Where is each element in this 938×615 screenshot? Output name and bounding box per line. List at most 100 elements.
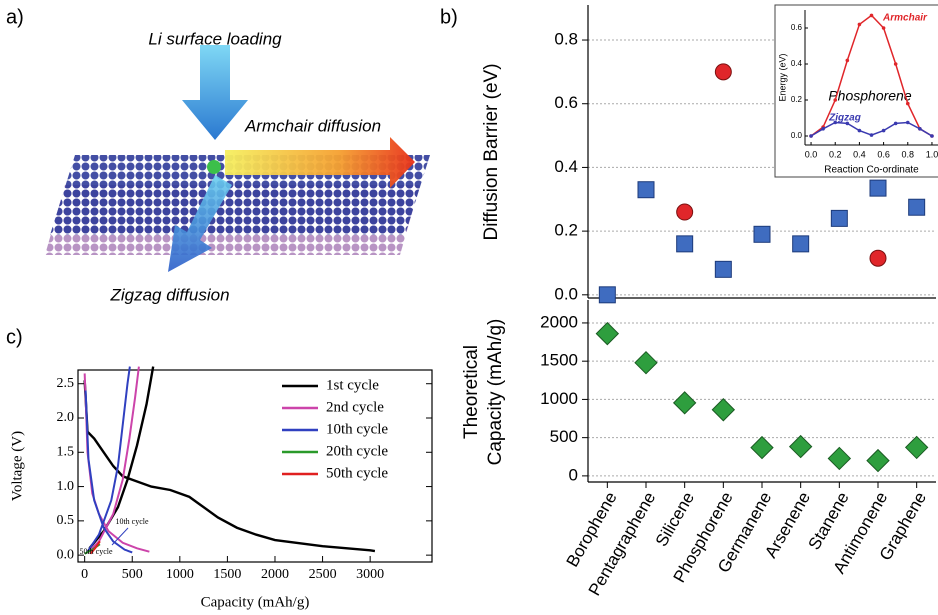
marker	[672, 391, 697, 415]
marker	[750, 435, 774, 460]
marker	[827, 446, 852, 471]
point	[881, 26, 886, 30]
y-tick-label: 0.0	[57, 547, 75, 562]
legend-label: 1st cycle	[326, 377, 379, 393]
point	[809, 134, 813, 138]
marker	[830, 209, 848, 227]
li-atom	[207, 160, 221, 174]
marker	[676, 235, 694, 253]
y-tick-label: 0.5	[57, 513, 75, 528]
point	[833, 120, 838, 125]
point	[857, 128, 862, 133]
annotation-arrow	[95, 540, 101, 547]
x-tick-label: 0.4	[853, 149, 866, 159]
y-axis-title: Capacity (mAh/g)	[485, 319, 506, 466]
annotation: Li surface loading	[148, 29, 282, 48]
y-tick-label: 0.8	[554, 30, 578, 49]
x-tick-label: 2500	[309, 567, 337, 582]
y-tick-label: 0	[569, 465, 578, 484]
y-tick-label: 1.5	[57, 445, 75, 460]
marker	[595, 321, 620, 346]
point	[905, 120, 910, 125]
marker	[634, 350, 658, 375]
panel-label: a)	[6, 6, 24, 28]
x-tick-label: 0.2	[829, 149, 842, 159]
y-tick-label: 1.0	[57, 479, 75, 494]
marker	[676, 203, 694, 221]
marker	[869, 179, 887, 197]
x-axis-title: Reaction Co-ordinate	[824, 165, 919, 176]
x-tick-label: 2000	[261, 567, 289, 582]
marker	[904, 435, 929, 460]
x-tick-label: 0.8	[902, 149, 915, 159]
point	[833, 98, 838, 102]
y-tick-label: 0.0	[791, 131, 803, 140]
legend-label: 50th cycle	[326, 465, 388, 481]
arrow-zigzag	[168, 175, 232, 272]
y-tick-label: 1000	[540, 389, 578, 408]
point	[930, 134, 934, 138]
series-label: Armchair	[882, 13, 928, 24]
y-tick-label: 500	[550, 427, 578, 446]
x-tick-label: 1500	[213, 567, 241, 582]
marker	[908, 198, 926, 216]
y-axis-title: Energy (eV)	[777, 53, 787, 101]
x-tick-label: 500	[122, 567, 143, 582]
panel-label: b)	[440, 6, 458, 28]
x-tick-label: 0.0	[805, 149, 818, 159]
marker	[714, 260, 732, 278]
y-tick-label: 0.0	[554, 284, 578, 303]
x-tick-label: 0.6	[877, 149, 890, 159]
y-tick-label: 1500	[540, 351, 578, 370]
inset-title: Phosphorene	[828, 88, 912, 104]
annotation: Zigzag diffusion	[109, 285, 229, 304]
point	[881, 128, 886, 133]
marker	[598, 286, 616, 304]
marker	[792, 235, 810, 253]
y-tick-label: 0.6	[554, 93, 578, 112]
marker	[753, 225, 771, 243]
x-tick-label: 0	[81, 567, 88, 582]
y-tick-label: 2.0	[57, 410, 75, 425]
point	[845, 121, 850, 126]
plot-frame	[77, 369, 433, 563]
y-axis-title: Voltage (V)	[9, 431, 25, 501]
annotation: Armchair diffusion	[244, 116, 381, 135]
point	[869, 13, 874, 18]
annotation-arrow	[111, 527, 129, 546]
y-tick-label: 0.6	[791, 23, 803, 32]
y-tick-label: 0.2	[554, 221, 578, 240]
annotation: 10th cycle	[115, 517, 149, 526]
x-tick-label: 3000	[356, 567, 384, 582]
y-tick-label: 0.4	[554, 157, 578, 176]
y-tick-label: 0.4	[791, 59, 803, 68]
x-axis-title: Capacity (mAh/g)	[201, 594, 310, 610]
x-tick-label: 1000	[166, 567, 194, 582]
marker	[788, 434, 813, 459]
arrow-armchair	[225, 137, 415, 188]
marker	[711, 398, 736, 422]
point	[845, 58, 850, 63]
point	[918, 127, 922, 131]
point	[821, 127, 825, 131]
y-axis-title: Diffusion Barrier (eV)	[481, 63, 502, 240]
arrow-down	[182, 45, 248, 140]
point	[893, 62, 898, 66]
y-tick-label: 0.2	[791, 95, 803, 104]
y-tick-label: 2.5	[57, 376, 75, 391]
point	[869, 133, 874, 137]
panel-label: c)	[6, 326, 23, 348]
illustration: Li surface loading Armchair diffusion Zi…	[45, 29, 430, 304]
line	[84, 366, 133, 554]
x-tick-label: 1.0	[926, 149, 938, 159]
legend-label: 20th cycle	[326, 443, 388, 459]
annotation: 50th cycle	[79, 547, 113, 556]
legend-label: 10th cycle	[326, 421, 388, 437]
marker	[866, 448, 890, 473]
series-label: Zigzag	[828, 113, 861, 124]
y-axis-title: Theoretical	[461, 345, 482, 439]
y-tick-label: 2000	[540, 312, 578, 331]
point	[893, 121, 898, 126]
legend-label: 2nd cycle	[326, 399, 384, 415]
